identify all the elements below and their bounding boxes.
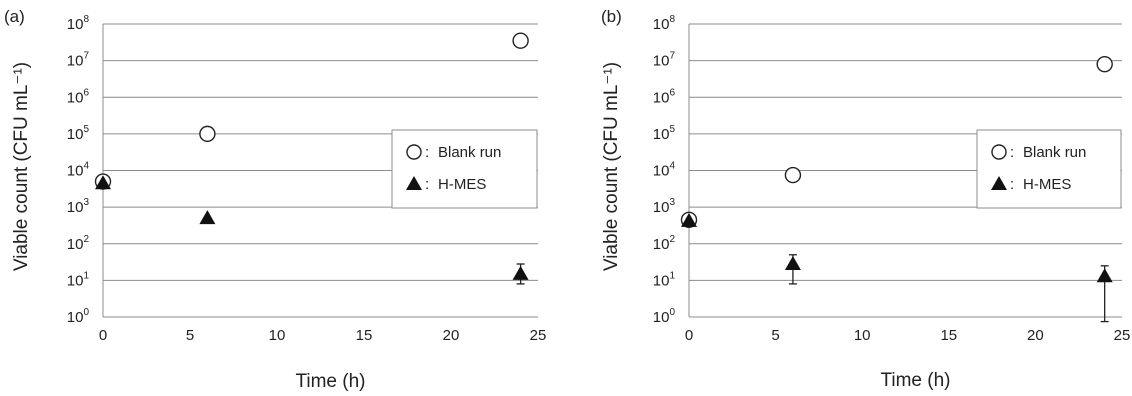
y-tick-label: 100 (653, 307, 676, 326)
data-point-circle (199, 125, 216, 143)
y-tick-exponent: 1 (83, 270, 89, 281)
y-tick-exponent: 6 (83, 87, 89, 98)
y-tick-label: 106 (653, 87, 676, 106)
x-tick-label: 15 (356, 327, 373, 344)
legend-marker-circle (991, 144, 1007, 160)
x-tick-label: 20 (1027, 327, 1044, 344)
y-tick-label: 105 (67, 124, 90, 143)
y-tick-exponent: 6 (669, 87, 675, 98)
legend-label: Blank run (438, 144, 501, 161)
x-tick-label: 25 (530, 327, 547, 344)
x-tick-label: 5 (186, 327, 194, 344)
legend-separator: : (1010, 176, 1014, 193)
x-tick-label: 0 (99, 327, 107, 344)
data-point-triangle (681, 212, 697, 227)
y-tick-label: 102 (67, 234, 90, 253)
y-tick-label: 103 (653, 197, 676, 216)
y-tick-label: 107 (67, 51, 90, 70)
y-tick-exponent: 5 (669, 124, 675, 135)
legend-label: H-MES (1023, 176, 1071, 193)
y-tick-label: 101 (653, 270, 676, 289)
y-tick-label: 105 (653, 124, 676, 143)
x-tick-label: 15 (940, 327, 957, 344)
data-point-circle (512, 32, 529, 49)
y-tick-exponent: 0 (669, 307, 675, 318)
x-tick-label: 0 (685, 327, 693, 344)
y-tick-exponent: 3 (83, 197, 89, 208)
y-tick-label: 106 (67, 87, 90, 106)
legend-marker-triangle (991, 176, 1007, 190)
y-axis-title: Viable count (CFU mL⁻¹) (11, 62, 32, 271)
y-tick-exponent: 4 (83, 161, 89, 172)
y-tick-label: 101 (67, 270, 90, 289)
legend-box (391, 129, 538, 209)
x-axis-title: Time (h) (880, 370, 950, 391)
y-tick-exponent: 7 (669, 51, 675, 62)
data-point-triangle (512, 265, 529, 280)
data-point-circle (784, 166, 802, 184)
x-tick-label: 20 (443, 327, 460, 344)
y-tick-label: 104 (67, 161, 90, 180)
y-tick-exponent: 5 (83, 124, 89, 135)
data-point-circle (1096, 55, 1113, 73)
y-tick-exponent: 0 (83, 307, 89, 318)
legend-marker-circle (406, 144, 422, 160)
legend-label: H-MES (438, 176, 486, 193)
panel-label: (b) (601, 7, 622, 26)
y-tick-label: 100 (67, 307, 90, 326)
y-tick-exponent: 2 (83, 234, 89, 245)
legend-separator: : (425, 144, 429, 161)
x-tick-label: 25 (1114, 327, 1131, 344)
y-tick-exponent: 2 (669, 234, 675, 245)
y-tick-label: 107 (653, 51, 676, 70)
legend-box (976, 129, 1122, 209)
y-tick-label: 102 (653, 234, 676, 253)
y-tick-exponent: 7 (83, 51, 89, 62)
panel-label: (a) (4, 7, 25, 26)
y-tick-label: 108 (67, 14, 90, 33)
x-tick-label: 10 (854, 327, 871, 344)
y-tick-label: 108 (653, 14, 676, 33)
legend-separator: : (1010, 144, 1014, 161)
x-tick-label: 10 (269, 327, 286, 344)
data-point-triangle (1096, 268, 1113, 283)
y-tick-exponent: 8 (669, 14, 675, 25)
data-point-triangle (784, 255, 801, 270)
y-tick-label: 103 (67, 197, 90, 216)
x-tick-label: 5 (771, 327, 779, 344)
legend-label: Blank run (1023, 144, 1086, 161)
legend-separator: : (425, 176, 429, 193)
y-tick-exponent: 4 (669, 161, 675, 172)
x-axis-title: Time (h) (295, 371, 365, 392)
legend-marker-triangle (406, 176, 422, 190)
y-axis-title: Viable count (CFU mL⁻¹) (601, 62, 622, 271)
data-point-triangle (199, 210, 216, 225)
data-point-triangle (95, 175, 111, 190)
y-tick-exponent: 3 (669, 197, 675, 208)
y-tick-exponent: 8 (83, 14, 89, 25)
y-tick-exponent: 1 (669, 270, 675, 281)
y-tick-label: 104 (653, 161, 676, 180)
